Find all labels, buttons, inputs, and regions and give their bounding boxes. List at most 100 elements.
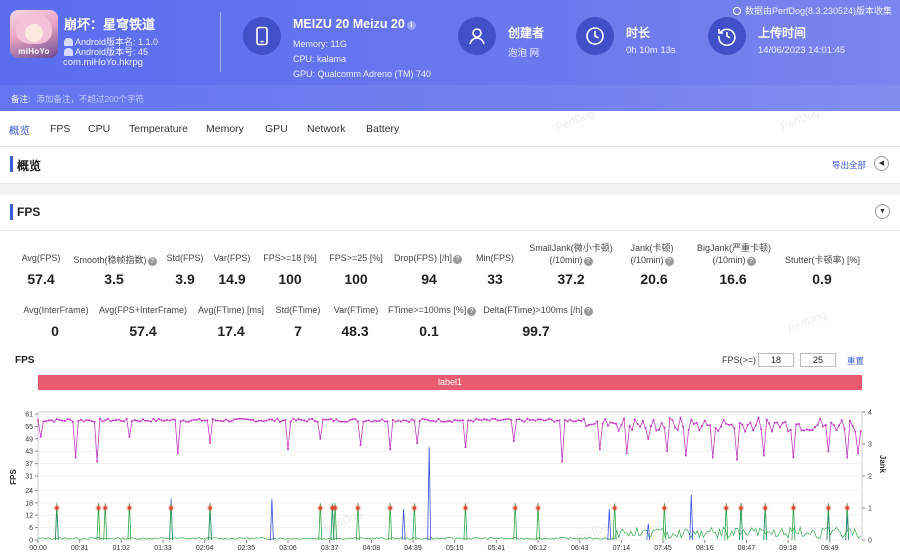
metric-value: 7 — [294, 323, 302, 339]
fps-point — [830, 421, 832, 424]
fps-point — [418, 419, 421, 422]
tab-overview[interactable]: 概览 — [9, 125, 30, 150]
fps-point — [800, 429, 803, 432]
info-icon[interactable]: i — [406, 21, 416, 30]
help-icon[interactable]: ? — [583, 307, 593, 316]
fps-point — [615, 422, 617, 425]
fps-point — [416, 442, 418, 444]
fps-point — [233, 418, 236, 421]
fps-point — [687, 428, 690, 431]
fps-point — [265, 419, 268, 422]
fps-point — [846, 456, 849, 459]
phone-icon — [243, 17, 281, 55]
fps-point — [851, 425, 854, 427]
help-icon[interactable]: ? — [467, 307, 477, 316]
tab-temperature[interactable]: Temperature — [129, 123, 188, 135]
fps-point — [765, 418, 768, 421]
fps-point — [308, 418, 311, 421]
help-icon[interactable]: ? — [583, 257, 593, 266]
tab-fps[interactable]: FPS — [50, 123, 71, 135]
fps-point — [564, 418, 566, 421]
bigjank-marker — [724, 506, 729, 510]
y-right-tick-label: 2 — [868, 474, 872, 481]
help-icon[interactable]: ? — [664, 257, 674, 266]
tab-cpu[interactable]: CPU — [88, 123, 111, 135]
threshold-input-2[interactable] — [800, 353, 836, 367]
metric-label: BigJank(严重卡顿) (/10min)? — [696, 243, 771, 266]
smalljank-spike — [662, 503, 667, 541]
help-icon[interactable]: ? — [147, 257, 157, 266]
fps-point — [690, 418, 693, 421]
fps-point — [394, 420, 397, 423]
smalljank-spike — [412, 503, 417, 541]
fps-point — [155, 420, 158, 422]
label-band[interactable]: label1 — [38, 375, 862, 390]
overview-section-header: 概览 导出全部 ◀ — [0, 147, 900, 183]
fps-point — [187, 420, 190, 423]
fps-point — [72, 420, 74, 423]
fps-point — [521, 419, 523, 422]
fps-point — [730, 423, 733, 426]
collapse-button[interactable]: ◀ — [874, 156, 889, 171]
fps-point — [478, 418, 480, 421]
help-icon[interactable]: ? — [746, 257, 756, 266]
threshold-input-1[interactable] — [758, 353, 794, 367]
collapse-button[interactable]: ▼ — [875, 204, 890, 219]
reset-button[interactable]: 重置 — [847, 356, 865, 366]
smalljank-spike — [763, 503, 768, 541]
metric-value: 37.2 — [557, 271, 585, 287]
smalljank-spike — [208, 503, 212, 541]
x-tick-label: 02:04 — [196, 545, 214, 552]
tab-network[interactable]: Network — [307, 123, 346, 135]
fps-point — [64, 420, 66, 422]
fps-point — [523, 420, 526, 423]
jank-spike — [689, 494, 694, 541]
tab-memory[interactable]: Memory — [206, 123, 244, 135]
fps-point — [219, 420, 222, 422]
overview-title: 概览 — [17, 159, 42, 173]
remark-strip — [0, 85, 900, 111]
fps-point — [185, 420, 187, 423]
fps-point — [311, 418, 314, 420]
fps-point — [150, 420, 152, 423]
fps-point — [510, 419, 513, 421]
smalljank-spike — [333, 503, 337, 541]
fps-point — [631, 428, 633, 431]
fps-point — [561, 460, 564, 463]
export-all-button[interactable]: 导出全部 — [832, 160, 867, 170]
fps-point — [660, 422, 663, 424]
upload-value: 14/06/2023 14:01:45 — [758, 45, 846, 56]
remark[interactable]: 备注: 添加备注，不超过200个字符 — [11, 93, 144, 105]
fps-point — [644, 427, 647, 430]
fps-point — [714, 427, 717, 429]
fps-point — [39, 435, 42, 438]
fps-point — [676, 428, 679, 431]
x-tick-label: 01:33 — [154, 545, 172, 552]
x-tick-label: 09:49 — [821, 545, 839, 552]
y-tick-label: 6 — [29, 525, 33, 532]
fps-point — [101, 420, 104, 423]
fps-point — [636, 423, 639, 425]
metric-value: 48.3 — [341, 323, 369, 339]
remark-input[interactable]: 添加备注，不超过200个字符 — [36, 94, 145, 104]
y-axis-title: FPS — [9, 469, 18, 485]
metric-value: 57.4 — [27, 271, 55, 287]
fps-point — [599, 448, 601, 451]
fps-point — [824, 424, 827, 426]
chevron-down-icon: ▼ — [879, 208, 886, 215]
fps-point — [580, 420, 582, 422]
fps-point — [504, 418, 507, 421]
fps-point — [604, 418, 607, 420]
fps-point — [658, 428, 660, 431]
fps-point — [593, 423, 596, 425]
fps-point — [854, 430, 857, 433]
help-icon[interactable]: ? — [453, 255, 462, 264]
fps-point — [217, 419, 219, 422]
fps-point — [241, 417, 244, 420]
tab-gpu[interactable]: GPU — [265, 123, 288, 135]
tab-battery[interactable]: Battery — [366, 123, 400, 135]
fps-point — [459, 419, 461, 422]
fps-point — [163, 420, 166, 422]
clock-icon — [576, 17, 614, 55]
